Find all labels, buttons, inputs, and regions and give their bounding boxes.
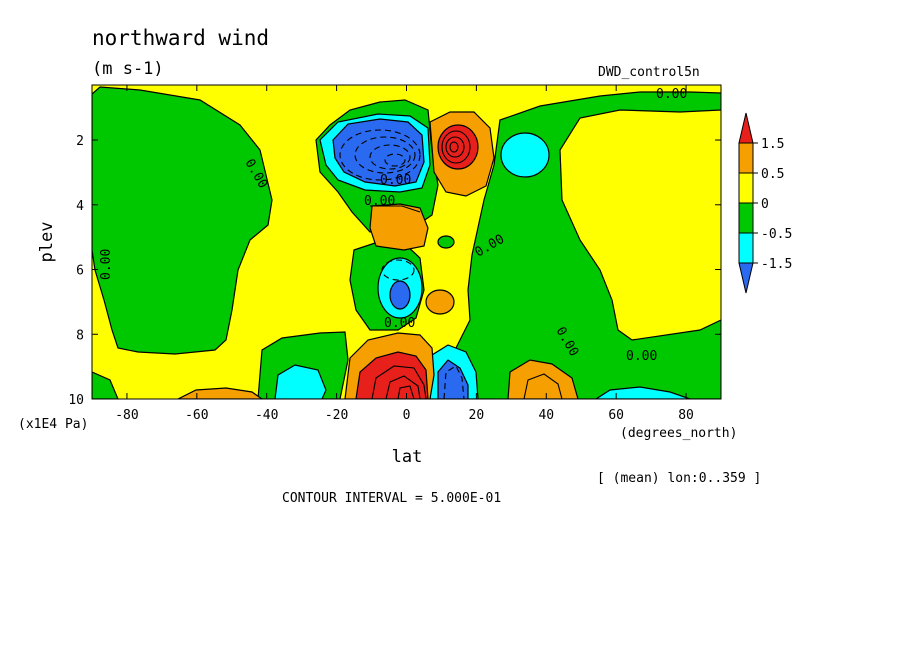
region-mid-blue <box>389 280 411 310</box>
colorbar: 1.5 0.5 0 -0.5 -1.5 <box>738 112 792 294</box>
contour-label: 0.00 <box>364 194 395 209</box>
region-small-green <box>437 235 455 249</box>
colorbar-segment <box>738 232 754 264</box>
x-tick-label: -40 <box>255 408 278 423</box>
region-nh-cyan <box>500 132 550 178</box>
y-axis-label: plev <box>37 222 57 263</box>
colorbar-label: 0 <box>761 197 769 212</box>
y-tick-label: 4 <box>76 199 84 214</box>
x-tick-label: 40 <box>538 408 554 423</box>
contour-interval-note: CONTOUR INTERVAL = 5.000E-01 <box>282 491 501 506</box>
colorbar-segment <box>738 172 754 204</box>
x-axis-ticks: -80 -60 -40 -20 0 20 40 60 80 <box>115 85 694 423</box>
y-tick-label: 10 <box>68 393 84 408</box>
chart-units: (m s-1) <box>92 59 164 79</box>
colorbar-segment <box>738 202 754 234</box>
region-sh-upper-green <box>92 86 273 355</box>
x-tick-label: -20 <box>325 408 348 423</box>
region-lower-blue <box>437 359 469 399</box>
y-tick-label: 2 <box>76 134 84 149</box>
colorbar-label: -0.5 <box>761 227 792 242</box>
x-axis-label: lat <box>392 447 423 467</box>
x-units-label: (degrees_north) <box>620 426 737 441</box>
positive-contours <box>370 130 563 399</box>
region-sh-surface-orange <box>177 387 264 399</box>
contour-label: 0.00 <box>99 249 114 280</box>
contour-label: 0.00 <box>384 316 415 331</box>
region-upper-blue <box>332 118 425 187</box>
colorbar-segment <box>738 112 754 144</box>
chart-title: northward wind <box>92 26 269 50</box>
region-surface-right-cyan <box>594 386 691 399</box>
colorbar-label: -1.5 <box>761 257 792 272</box>
contour-label: 0.00 <box>380 173 411 188</box>
colorbar-label: 1.5 <box>761 137 784 152</box>
blue-regions <box>332 118 469 399</box>
colorbar-segment <box>738 142 754 174</box>
x-tick-label: -80 <box>115 408 138 423</box>
y-tick-label: 8 <box>76 328 84 343</box>
y-tick-label: 6 <box>76 264 84 279</box>
contour-label: 0.00 <box>626 349 657 364</box>
region-mid-orange <box>369 203 429 251</box>
negative-contours <box>339 129 465 399</box>
x-tick-label: 20 <box>469 408 485 423</box>
x-tick-label: 80 <box>678 408 694 423</box>
colorbar-segment <box>738 262 754 294</box>
region-small-orange <box>425 289 455 315</box>
colorbar-label: 0.5 <box>761 167 784 182</box>
x-tick-label: -60 <box>185 408 208 423</box>
plot-area: 0.00 0.00 0.00 0.00 0.00 0.00 0.00 0.00 … <box>92 85 721 399</box>
region-far-left-green <box>92 371 119 399</box>
y-units-label: (x1E4 Pa) <box>18 417 88 432</box>
x-tick-label: 0 <box>403 408 411 423</box>
dataset-label: DWD_control5n <box>598 65 700 80</box>
region-note: [ (mean) lon:0..359 ] <box>597 471 761 486</box>
region-lower-left-cyan <box>274 364 327 399</box>
x-tick-label: 60 <box>608 408 624 423</box>
contour-label: 0.00 <box>656 87 687 102</box>
y-axis-ticks: 2 4 6 8 10 <box>68 134 721 408</box>
